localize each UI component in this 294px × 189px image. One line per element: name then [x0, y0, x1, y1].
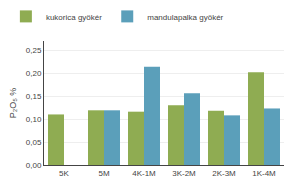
svg-text:2K-3M: 2K-3M [212, 169, 236, 178]
svg-text:4K-1M: 4K-1M [132, 169, 156, 178]
svg-text:0,20: 0,20 [26, 69, 42, 78]
svg-text:kukorica gyökér: kukorica gyökér [46, 13, 102, 22]
svg-text:0,25: 0,25 [26, 46, 42, 55]
svg-text:5M: 5M [98, 169, 109, 178]
svg-text:3K-2M: 3K-2M [172, 169, 196, 178]
svg-text:1K-4M: 1K-4M [252, 169, 276, 178]
svg-text:mandulapalka gyökér: mandulapalka gyökér [147, 13, 223, 22]
svg-text:P₂O₅ %: P₂O₅ % [8, 88, 18, 119]
svg-text:0,05: 0,05 [26, 138, 42, 147]
svg-text:0,00: 0,00 [26, 161, 42, 170]
svg-text:0,15: 0,15 [26, 92, 42, 101]
svg-text:0,10: 0,10 [26, 115, 42, 124]
svg-text:5K: 5K [59, 169, 69, 178]
